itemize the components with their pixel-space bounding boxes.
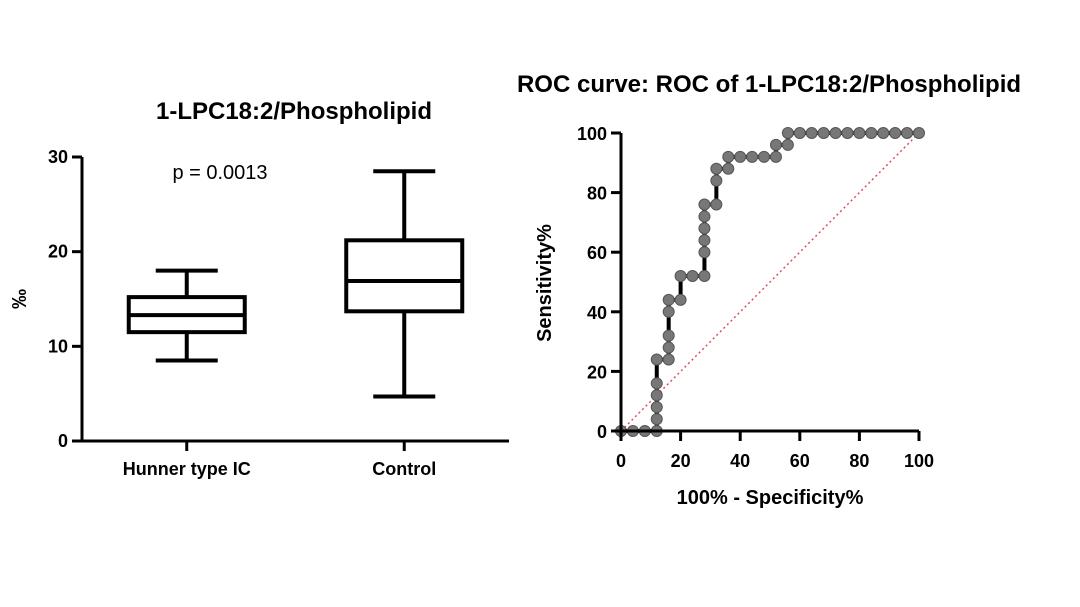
roc-point [698,210,711,223]
roc-point [698,270,711,283]
roc-point [746,150,759,163]
roc-title: ROC curve: ROC of 1-LPC18:2/Phospholipid [517,71,1021,98]
roc-x-tick-label: 40 [730,451,750,471]
roc-x-tick-label: 20 [671,451,691,471]
roc-point [829,127,842,139]
roc-point [769,138,782,151]
box-control [344,169,465,399]
roc-point [817,127,830,139]
roc-y-ticks: 0 20 40 60 80 100 [577,124,621,442]
boxplot-panel: 1-LPC18:2/Phospholipid p = 0.0013 ‰ 0 10 2… [9,98,509,479]
roc-point [734,150,747,163]
boxplot-y-tick-label: 0 [58,431,68,451]
roc-point [662,353,675,366]
roc-point [650,353,663,366]
roc-point [913,127,925,139]
roc-point [710,198,723,211]
roc-point [650,413,663,426]
boxplot-y-ticks: 0 10 20 30 [48,147,82,451]
boxplot-x-tick-label: Control [372,459,436,479]
roc-y-axis-label: Sensitivity% [534,224,556,342]
boxplot-title: 1-LPC18:2/Phospholipid [156,98,432,125]
roc-y-tick-label: 20 [587,362,607,382]
roc-x-tick-label: 100 [904,451,934,471]
boxplot-boxes [126,169,465,399]
roc-point [781,127,794,139]
boxplot-x-tick-label: Hunner type IC [123,459,251,479]
roc-y-tick-label: 100 [577,124,607,144]
roc-panel: ROC curve: ROC of 1-LPC18:2/Phospholipid… [517,71,1021,509]
roc-point [710,174,723,187]
roc-point [865,127,878,139]
roc-point [686,270,699,283]
roc-point [877,127,890,139]
roc-point [901,127,914,139]
roc-point [769,150,782,163]
roc-point [674,270,687,283]
roc-x-ticks: 0 20 40 60 80 100 [616,431,934,471]
roc-y-tick-label: 80 [587,184,607,204]
roc-point [781,138,794,151]
roc-x-tick-label: 0 [616,451,626,471]
roc-point [853,127,866,139]
roc-reference-line-group [620,132,920,432]
boxplot-y-axis-label: ‰ [9,289,31,309]
p-value-annotation: p = 0.0013 [172,162,267,184]
roc-point [662,329,675,342]
roc-point [793,127,806,139]
roc-x-axis-label: 100% - Specificity% [677,487,864,509]
roc-point [841,127,854,139]
boxplot-y-tick-label: 30 [48,147,68,167]
roc-point [722,150,735,163]
boxplot-y-tick-label: 20 [48,242,68,262]
roc-point [650,401,663,414]
boxplot-x-ticks: Hunner type IC Control [123,441,436,479]
roc-point [710,162,723,175]
roc-point [758,150,771,163]
boxplot-y-tick-label: 10 [48,336,68,356]
roc-point [698,222,711,235]
box-hunner-type-ic [126,268,247,363]
roc-point [662,305,675,318]
roc-y-tick-label: 0 [597,422,607,442]
roc-points-group [615,127,925,437]
roc-y-tick-label: 40 [587,303,607,323]
roc-point [698,246,711,259]
roc-y-tick-label: 60 [587,243,607,263]
iqr-box [344,238,465,314]
roc-point [805,127,818,139]
roc-point [650,377,663,390]
roc-point [650,389,663,402]
roc-reference-line [620,132,920,432]
roc-point [662,341,675,354]
roc-x-tick-label: 60 [790,451,810,471]
roc-point [722,162,735,175]
roc-x-tick-label: 80 [849,451,869,471]
roc-point [662,293,675,306]
roc-point [674,293,687,306]
roc-point [889,127,902,139]
roc-point [698,234,711,247]
roc-point [698,198,711,211]
